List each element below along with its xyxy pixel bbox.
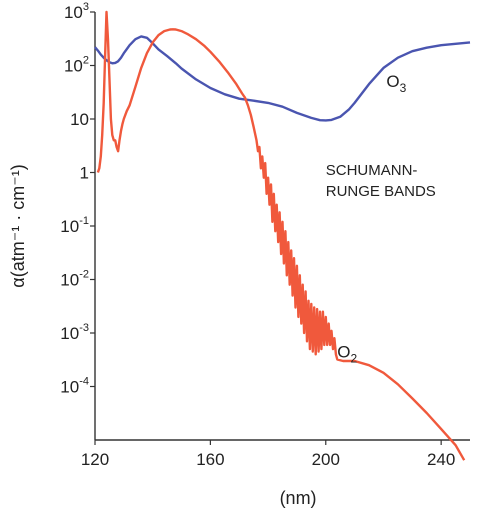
annotations: SCHUMANN- RUNGE BANDS <box>326 162 436 200</box>
series-line-o2 <box>96 10 466 461</box>
y-tick-label: 10-2 <box>60 269 89 290</box>
y-tick-label: 10 <box>70 110 89 129</box>
y-tick-label: 102 <box>64 55 89 76</box>
y-tick-label: 10-4 <box>60 376 89 397</box>
series-label-o3: O3 <box>386 72 406 95</box>
series-line-o3 <box>94 35 471 122</box>
y-tick-label: 1 <box>80 164 89 183</box>
x-tick-labels: 120 160 200 240 <box>81 450 456 469</box>
series-lines <box>94 10 471 461</box>
x-tick-label: 240 <box>427 450 455 469</box>
y-tick-label: 10-1 <box>60 215 89 236</box>
annotation-schumann-runge-bands: SCHUMANN- <box>326 162 418 179</box>
y-tick-label: 10-3 <box>60 322 89 343</box>
series-labels: O3 O2 <box>337 72 406 366</box>
x-axis-title: (nm) <box>280 488 317 508</box>
x-tick-label: 160 <box>196 450 224 469</box>
x-tick-label: 120 <box>81 450 109 469</box>
axes <box>90 11 470 445</box>
y-axis-title: α(atm⁻¹ · cm⁻¹) <box>8 164 28 287</box>
y-tick-label: 103 <box>64 1 89 22</box>
annotation-schumann-runge-bands: RUNGE BANDS <box>326 183 436 200</box>
series-label-o2: O2 <box>337 342 357 365</box>
x-tick-label: 200 <box>312 450 340 469</box>
